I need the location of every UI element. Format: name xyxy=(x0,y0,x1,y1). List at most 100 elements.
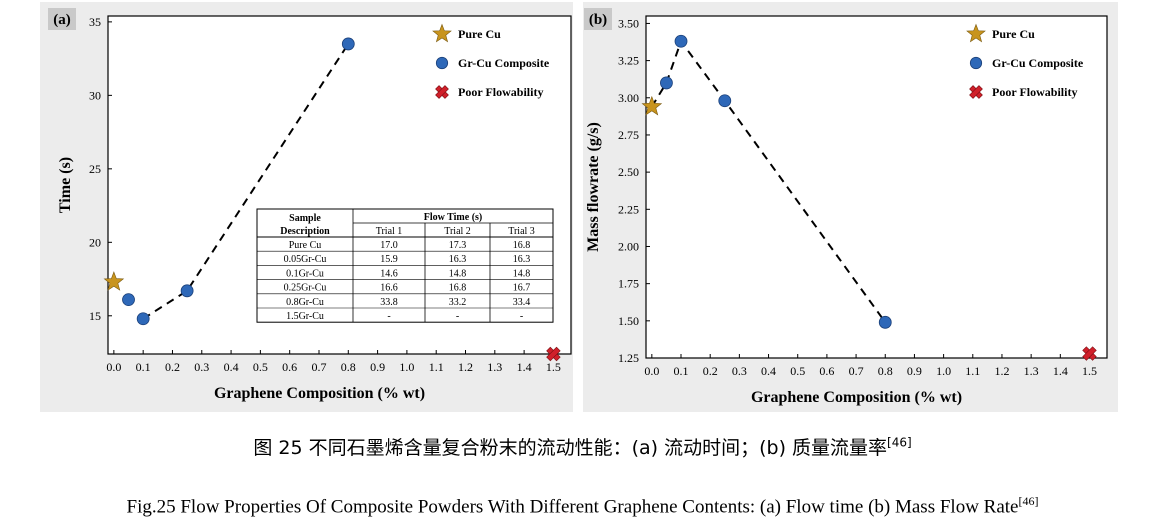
figure-caption-english: Fig.25 Flow Properties Of Composite Powd… xyxy=(0,494,1165,518)
chart-a-table-cell: - xyxy=(520,311,523,322)
chart-b-panel-label: (b) xyxy=(589,12,607,28)
caption-en-reference: [46] xyxy=(1018,494,1039,508)
chart-a-panel-label: (a) xyxy=(53,12,71,28)
chart-b-point-star xyxy=(641,95,663,116)
chart-b-x-tick-label: 0.6 xyxy=(819,364,834,378)
chart-b-y-tick-label: 3.25 xyxy=(618,54,639,68)
chart-a-legend-marker-star xyxy=(432,23,452,43)
figure-caption-chinese: 图 25 不同石墨烯含量复合粉末的流动性能：(a) 流动时间；(b) 质量流量率… xyxy=(0,433,1165,460)
chart-a-table-cell: 17.3 xyxy=(449,240,467,251)
chart-b-x-tick-label: 0.2 xyxy=(703,364,718,378)
chart-a-x-tick-label: 0.4 xyxy=(224,360,239,374)
chart-a-x-tick-label: 0.9 xyxy=(370,360,385,374)
chart-a-point-circle xyxy=(180,284,194,298)
chart-b-point-circle xyxy=(718,94,732,108)
chart-a-table-cell: 14.6 xyxy=(380,268,398,279)
caption-en-text: Fig.25 Flow Properties Of Composite Powd… xyxy=(126,496,1019,518)
chart-b-legend-marker-star xyxy=(966,23,986,43)
chart-a-table-header-sample: Sample Description xyxy=(280,213,330,237)
chart-b-y-tick-label: 2.25 xyxy=(618,202,639,216)
chart-a-data-table: Sample Description Flow Time (s) Trial 1 Tri… xyxy=(256,208,554,323)
chart-b-point-circle xyxy=(674,34,688,48)
chart-a-table-cell: 16.8 xyxy=(449,283,467,294)
chart-a-x-tick-label: 0.6 xyxy=(282,360,297,374)
chart-b-y-axis-title: Mass flowrate (g/s) xyxy=(585,122,602,252)
chart-b-x-tick-label: 1.2 xyxy=(994,364,1009,378)
chart-a-y-tick-label: 30 xyxy=(89,88,101,102)
chart-b-point-circle xyxy=(660,76,673,90)
chart-a-point-star xyxy=(103,271,125,291)
chart-a-y-tick-label: 20 xyxy=(89,235,101,249)
chart-a-table-cell: 0.8Gr-Cu xyxy=(286,297,324,308)
chart-b-legend-marker-cross-core xyxy=(973,89,979,95)
chart-b-legend-marker-cross xyxy=(969,85,983,99)
chart-a-x-tick-label: 1.2 xyxy=(458,360,473,374)
chart-a-table-cell: 1.5Gr-Cu xyxy=(286,311,324,322)
chart-b-legend-label: Poor Flowability xyxy=(992,85,1077,99)
chart-a-table-cell: 16.8 xyxy=(513,240,531,251)
chart-a-y-tick-label: 15 xyxy=(89,309,101,323)
chart-a-y-axis-title: Time (s) xyxy=(57,157,74,213)
chart-b-x-tick-label: 0.7 xyxy=(849,364,864,378)
chart-a-table-cell: 16.3 xyxy=(513,254,531,265)
chart-a-x-tick-label: 0.3 xyxy=(194,360,209,374)
chart-a-legend-label: Gr-Cu Composite xyxy=(458,56,550,70)
chart-b-x-tick-label: 1.5 xyxy=(1082,364,1097,378)
chart-b-svg: 0.0 0.1 0.2 0.3 0.4 0.5 0.6 0.7 0.8 0.9 1.0 1.1 1.2 1… xyxy=(584,8,1108,406)
chart-b-x-tick-label: 0.0 xyxy=(644,364,659,378)
chart-a-table-cell: - xyxy=(456,311,459,322)
chart-a-label-background xyxy=(48,8,76,30)
chart-a-table-cell: 17.0 xyxy=(380,240,398,251)
chart-a-table-cell: 14.8 xyxy=(513,268,531,279)
chart-b-x-tick-label: 1.0 xyxy=(936,364,951,378)
chart-a-x-tick-label: 0.0 xyxy=(106,360,121,374)
caption-cn-text: 图 25 不同石墨烯含量复合粉末的流动性能：(a) 流动时间；(b) 质量流量率 xyxy=(253,437,888,459)
chart-b-legend-label: Pure Cu xyxy=(992,27,1035,41)
chart-panel-a: 0.0 0.1 0.2 0.3 0.4 0.5 0.6 0.7 0.8 0.9 1.0 1.1 1.2 1… xyxy=(40,2,573,412)
chart-a-table-cell: 16.7 xyxy=(513,283,531,294)
chart-a-x-tick-label: 1.5 xyxy=(546,360,561,374)
chart-a-x-tick-label: 0.1 xyxy=(136,360,151,374)
chart-b-x-tick-label: 0.9 xyxy=(907,364,922,378)
chart-a-point-cross xyxy=(546,346,561,362)
chart-a-table-cell: 33.8 xyxy=(380,297,398,308)
chart-b-x-tick-label: 0.8 xyxy=(878,364,893,378)
chart-a-table-cell: 16.3 xyxy=(449,254,467,265)
chart-b-y-tick-label: 2.75 xyxy=(618,128,639,142)
chart-b-x-tick-label: 0.3 xyxy=(732,364,747,378)
chart-a-x-tick-label: 0.5 xyxy=(253,360,268,374)
chart-a-legend-label: Pure Cu xyxy=(458,27,501,41)
chart-b-y-tick-label: 1.75 xyxy=(618,277,639,291)
table-header-line: Sample xyxy=(289,213,321,224)
chart-a-table-cell: Pure Cu xyxy=(289,240,322,251)
chart-b-y-tick-label: 2.50 xyxy=(618,165,639,179)
chart-b-y-tick-label: 1.50 xyxy=(618,314,639,328)
chart-a-table-cell: 0.1Gr-Cu xyxy=(286,268,324,279)
chart-b-x-tick-label: 0.5 xyxy=(790,364,805,378)
chart-a-x-tick-label: 0.2 xyxy=(165,360,180,374)
chart-a-legend-marker-cross xyxy=(435,85,449,99)
caption-cn-reference: [46] xyxy=(887,435,912,450)
chart-a-table-header-flow: Flow Time (s) xyxy=(424,212,483,223)
chart-a-table-cell: 33.2 xyxy=(449,297,467,308)
chart-a-y-tick-label: 25 xyxy=(89,162,101,176)
table-header-line: Description xyxy=(280,226,330,237)
chart-b-x-axis-title: Graphene Composition (% wt) xyxy=(751,389,962,406)
chart-a-x-tick-label: 0.7 xyxy=(311,360,326,374)
chart-b-x-tick-label: 1.3 xyxy=(1024,364,1039,378)
chart-b-x-tick-label: 0.4 xyxy=(761,364,776,378)
chart-b-x-tick-label: 1.4 xyxy=(1053,364,1068,378)
chart-b-legend-marker-circle xyxy=(969,56,983,70)
chart-b-plot-area xyxy=(645,15,1108,359)
chart-a-svg: 0.0 0.1 0.2 0.3 0.4 0.5 0.6 0.7 0.8 0.9 1.0 1.1 1.2 1… xyxy=(48,8,572,402)
chart-a-x-tick-label: 1.0 xyxy=(399,360,414,374)
chart-a-table-subheader: Trial 1 xyxy=(376,226,403,237)
chart-a-x-tick-label: 0.8 xyxy=(341,360,356,374)
chart-b-y-tick-label: 3.50 xyxy=(618,16,639,30)
chart-b-x-tick-label: 1.1 xyxy=(965,364,980,378)
chart-a-point-cross-core xyxy=(550,351,557,357)
chart-b-x-tick-label: 0.1 xyxy=(674,364,689,378)
chart-a-table-cell: 0.25Gr-Cu xyxy=(284,283,327,294)
chart-b-y-tick-label: 2.00 xyxy=(618,239,639,253)
chart-a-table-cell: 15.9 xyxy=(380,254,398,265)
